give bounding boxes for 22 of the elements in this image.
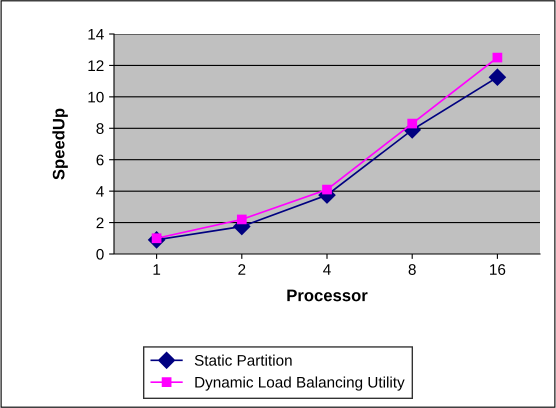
x-axis-title: Processor [287, 290, 368, 302]
y-tick-label: 12 [88, 60, 104, 71]
x-tick-label: 2 [238, 264, 246, 275]
y-tick-label: 6 [96, 154, 104, 166]
y-tick-label: 0 [96, 248, 104, 260]
point [407, 118, 418, 128]
y-tick-label: 2 [96, 217, 104, 228]
y-axis-title: SpeedUp [52, 108, 68, 180]
x-tick-label: 8 [408, 264, 416, 275]
y-tick-label: 14 [88, 29, 104, 40]
x-tick-label: 4 [323, 264, 331, 275]
point [492, 52, 502, 62]
legend-label: Dynamic Load Balancing Utility [195, 376, 405, 391]
x-tick-label: 1 [154, 264, 160, 275]
point [488, 68, 506, 86]
x-tick-label: 16 [490, 264, 506, 275]
y-tick-label: 4 [96, 186, 104, 197]
point [236, 214, 247, 224]
y-tick-label: 10 [88, 92, 104, 103]
legend-label: Static Partition [194, 354, 292, 366]
point [322, 184, 332, 194]
y-tick-label: 8 [96, 123, 104, 134]
